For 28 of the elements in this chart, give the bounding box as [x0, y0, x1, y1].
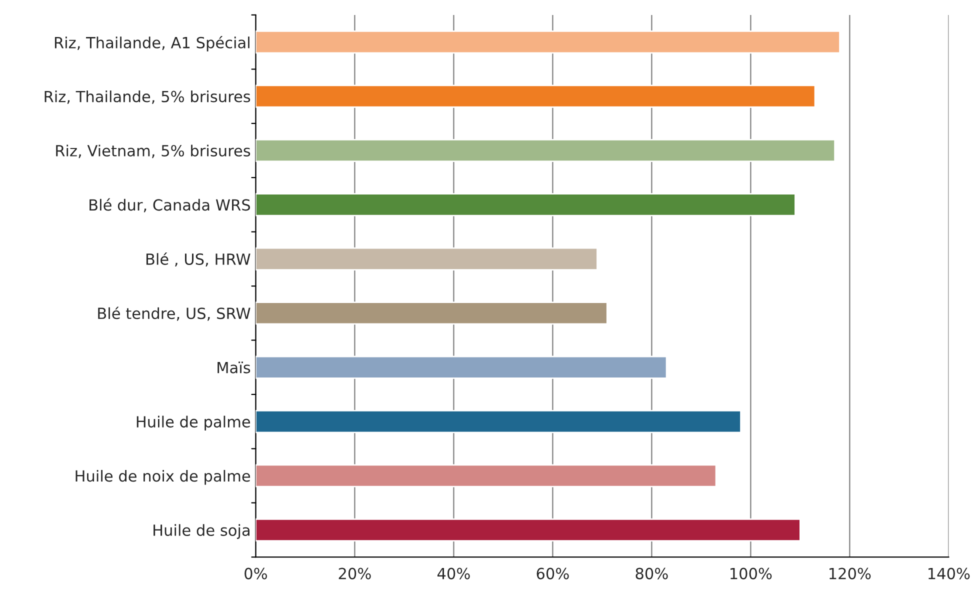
y-tick-label: Blé tendre, US, SRW [98, 306, 250, 321]
bar [256, 464, 717, 488]
x-tick-label: 120% [830, 568, 871, 580]
bar [256, 356, 668, 379]
bar [256, 84, 816, 108]
y-tick-label: Riz, Vietnam, 5% brisures [56, 144, 250, 158]
x-tick-label: 80% [636, 568, 668, 580]
y-tick-label: Maïs [218, 362, 250, 374]
bar [256, 193, 796, 216]
x-tick-label: 40% [437, 568, 470, 580]
x-tick-label: 140% [928, 568, 970, 580]
x-tick-label: 100% [730, 568, 772, 580]
y-tick-label: Riz, Thailande, 5% brisures [44, 90, 250, 104]
bar [256, 30, 840, 54]
x-tick-label: 0% [244, 568, 267, 580]
y-tick-label: Riz, Thailande, A1 Spécial [54, 36, 250, 52]
y-tick-label: Blé dur, Canada WRS [90, 198, 250, 212]
x-tick-label: 60% [536, 568, 569, 580]
bar [256, 302, 608, 325]
y-tick-label: Blé , US, HRW [146, 252, 250, 266]
y-tick-label: Huile de soja [154, 524, 250, 539]
x-tick-label: 20% [338, 568, 371, 580]
bar [256, 247, 598, 270]
bar [256, 518, 801, 542]
bar [256, 410, 742, 434]
y-tick-label: Huile de noix de palme [76, 470, 250, 485]
bar [256, 138, 836, 162]
y-tick-label: Huile de palme [136, 416, 250, 431]
